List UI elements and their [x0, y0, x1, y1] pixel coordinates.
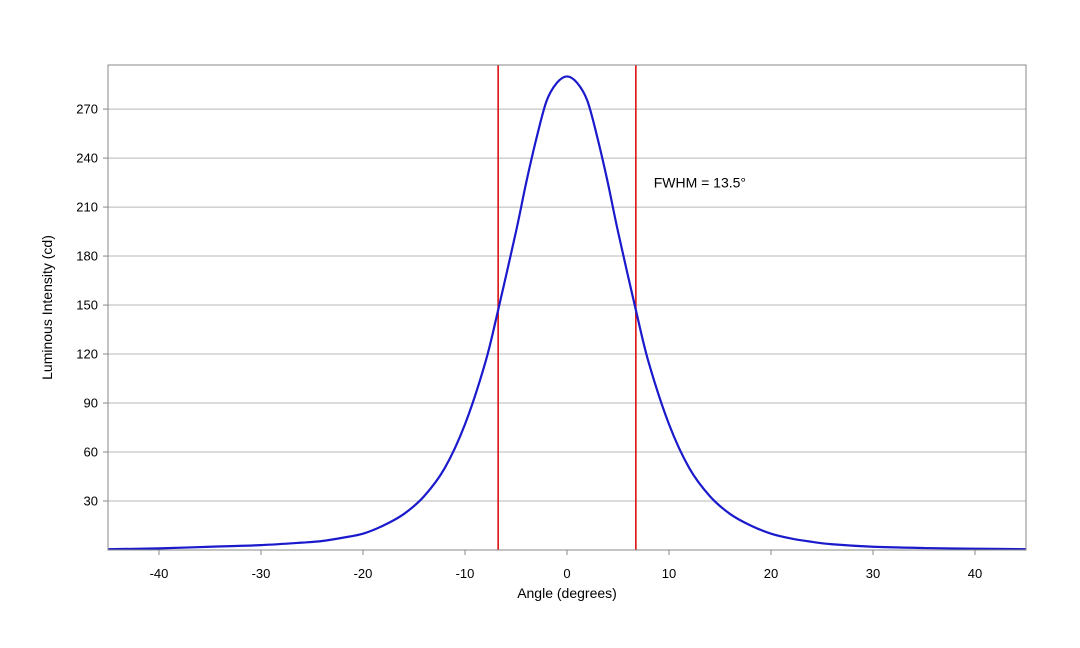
series-layer: [107, 75, 1027, 551]
y-tick-label: 120: [76, 347, 98, 362]
x-axis-ticks: -40 -30 -20 -10 0 10 20 30 40: [150, 550, 982, 581]
y-tick-label: 150: [76, 298, 98, 313]
y-axis-ticks: 30 60 90 120 150 180 210 240 270: [76, 102, 108, 509]
y-axis-title: Luminous Intensity (cd): [39, 235, 55, 380]
x-tick-label: -30: [252, 566, 271, 581]
x-tick-label: -20: [354, 566, 373, 581]
fwhm-annotation: FWHM = 13.5°: [654, 175, 746, 191]
gridlines: [108, 108, 1026, 502]
x-tick-label: -40: [150, 566, 169, 581]
y-tick-label: 240: [76, 151, 98, 166]
y-tick-label: 60: [84, 445, 98, 460]
y-tick-label: 270: [76, 102, 98, 117]
x-axis-title: Angle (degrees): [517, 585, 617, 601]
y-tick-label: 210: [76, 200, 98, 215]
y-tick-label: 30: [84, 494, 98, 509]
x-tick-label: 20: [764, 566, 778, 581]
intensity-series-line: [107, 75, 1027, 551]
x-tick-label: 10: [662, 566, 676, 581]
y-tick-label: 180: [76, 249, 98, 264]
x-tick-label: 40: [968, 566, 982, 581]
x-tick-label: 0: [563, 566, 570, 581]
y-tick-label: 90: [84, 396, 98, 411]
x-tick-label: -10: [456, 566, 475, 581]
x-tick-label: 30: [866, 566, 880, 581]
